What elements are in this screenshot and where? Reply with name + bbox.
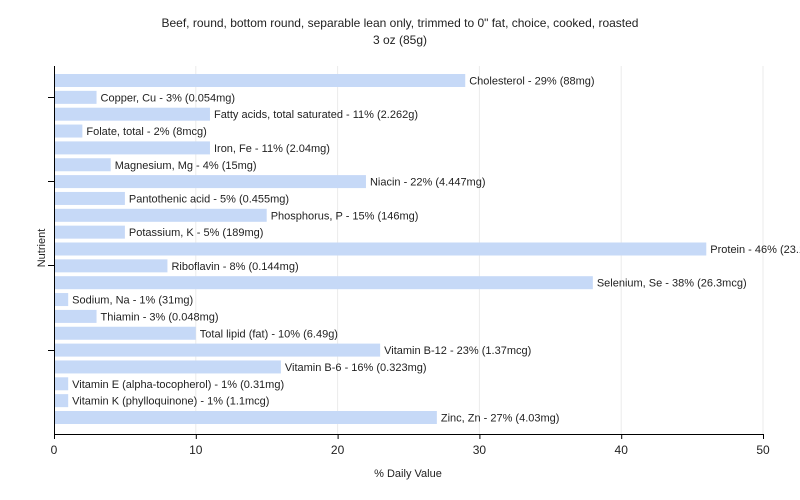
bar-data-label: Niacin - 22% (4.447mg) [370,177,486,189]
bar [55,293,69,307]
chart-subtitle: 3 oz (85g) [373,33,427,47]
x-axis-label: % Daily Value [374,468,442,480]
bar-data-label: Total lipid (fat) - 10% (6.49g) [200,328,338,340]
axes [48,66,763,435]
bar [55,141,210,155]
bar-data-label: Copper, Cu - 3% (0.054mg) [101,92,236,104]
x-axis-ticks: 0 10 20 30 40 50 [51,434,770,457]
bar [55,394,69,408]
x-tick-label: 0 [51,443,58,457]
bar-data-label: Phosphorus, P - 15% (146mg) [271,210,419,222]
bar-data-label: Fatty acids, total saturated - 11% (2.26… [214,109,418,121]
bar-data-label: Folate, total - 2% (8mcg) [86,126,206,138]
bar [55,158,111,172]
bar-data-label: Sodium, Na - 1% (31mg) [72,295,193,307]
bar-data-label: Protein - 46% (23.15g) [710,244,800,256]
bar-data-label: Vitamin E (alpha-tocopherol) - 1% (0.31m… [72,379,284,391]
bar [55,124,83,138]
bars: Cholesterol - 29% (88mg) Copper, Cu - 3% … [55,74,800,425]
bar-data-label: Zinc, Zn - 27% (4.03mg) [441,413,560,425]
bar-data-label: Iron, Fe - 11% (2.04mg) [214,143,330,155]
x-tick-label: 40 [615,443,629,457]
bar [55,242,707,256]
bar-data-label: Magnesium, Mg - 4% (15mg) [115,160,257,172]
bar [55,360,281,374]
bar-data-label: Potassium, K - 5% (189mg) [129,227,264,239]
bar [55,107,210,121]
y-axis-label: Nutrient [36,229,48,268]
bar [55,191,125,205]
bar [55,74,466,87]
bar-data-label: Pantothenic acid - 5% (0.455mg) [129,193,289,205]
chart-title: Beef, round, bottom round, separable lea… [162,16,639,30]
bar-data-label: Vitamin B-12 - 23% (1.37mcg) [384,345,531,357]
bar-data-label: Selenium, Se - 38% (26.3mcg) [597,278,747,290]
bar-data-label: Thiamin - 3% (0.048mg) [101,311,219,323]
x-tick-label: 30 [473,443,487,457]
x-tick-label: 10 [189,443,203,457]
bar [55,411,437,424]
bar-data-label: Cholesterol - 29% (88mg) [469,76,594,88]
bar [55,377,69,391]
bar [55,326,196,340]
bar [55,90,97,104]
x-tick-label: 20 [331,443,345,457]
bar-data-label: Vitamin K (phylloquinone) - 1% (1.1mcg) [72,396,269,408]
bar [55,343,381,357]
bar [55,225,125,239]
bar [55,259,168,273]
bar-data-label: Vitamin B-6 - 16% (0.323mg) [285,362,427,374]
bar [55,208,267,222]
bar [55,276,593,290]
bar [55,309,97,323]
bar [55,175,366,189]
bar-data-label: Riboflavin - 8% (0.144mg) [171,261,298,273]
x-tick-label: 50 [756,443,770,457]
